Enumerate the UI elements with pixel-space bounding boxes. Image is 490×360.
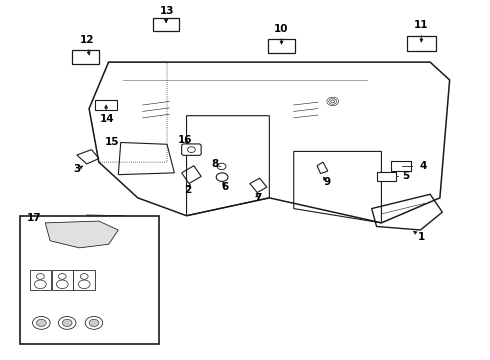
Text: 5: 5 [402,171,410,181]
Circle shape [36,319,46,327]
Text: 10: 10 [274,24,288,34]
Polygon shape [45,221,118,248]
Text: 1: 1 [418,232,425,242]
Text: 15: 15 [105,138,120,148]
Text: 8: 8 [211,159,219,169]
Bar [377,172,395,181]
Bar [95,100,117,110]
Text: 2: 2 [184,185,191,195]
Text: 9: 9 [323,177,330,187]
FancyBboxPatch shape [182,144,201,156]
Text: 3: 3 [74,164,80,174]
Text: 13: 13 [160,6,175,16]
Text: 6: 6 [221,182,228,192]
Text: 11: 11 [414,20,429,30]
Bar [51,270,73,290]
Text: 17: 17 [27,213,42,223]
Text: 4: 4 [419,161,426,171]
Bar [268,39,295,53]
Bar [30,270,51,290]
Bar [407,36,436,51]
Bar [72,50,98,64]
Bar [153,18,179,31]
Text: 16: 16 [178,135,193,145]
Bar [391,161,411,171]
Text: 14: 14 [100,114,115,124]
Bar [20,216,159,344]
Bar [74,270,95,290]
Circle shape [62,319,72,327]
Circle shape [89,319,99,327]
Text: 12: 12 [79,35,94,45]
Text: 7: 7 [254,193,262,203]
